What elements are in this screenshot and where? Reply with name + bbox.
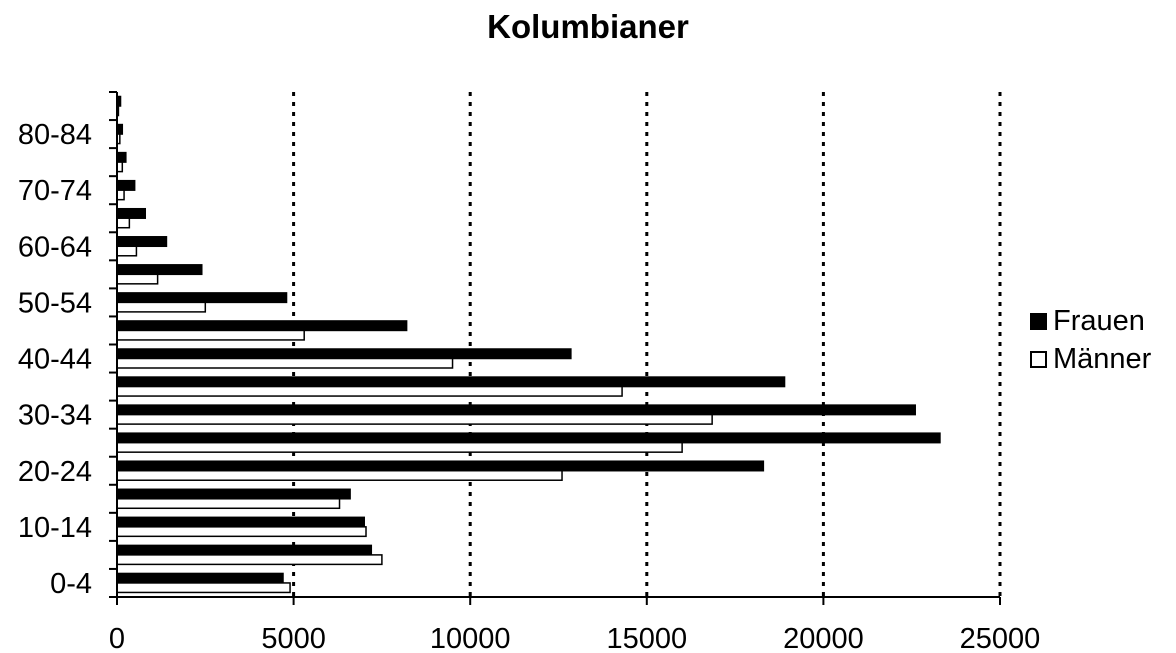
bar-frauen-65-69 xyxy=(116,207,147,219)
bar-maenner-65-69 xyxy=(116,217,131,229)
bar-frauen-10-14 xyxy=(116,516,365,528)
bar-maenner-25-29 xyxy=(116,441,683,453)
bar-maenner-55-59 xyxy=(116,273,159,285)
bar-maenner-60-64 xyxy=(116,245,138,257)
bar-maenner-50-54 xyxy=(116,301,207,313)
x-tick-label-5000: 5000 xyxy=(261,623,326,653)
bar-maenner-35-39 xyxy=(116,385,623,397)
legend: Frauen Männer xyxy=(1030,302,1151,378)
bar-frauen-15-19 xyxy=(116,488,351,500)
bar-maenner-10-14 xyxy=(116,526,367,538)
legend-label-maenner: Männer xyxy=(1053,342,1152,375)
x-tick-label-25000: 25000 xyxy=(960,623,1041,653)
x-tick-labels: 0 5000 10000 15000 20000 25000 xyxy=(109,623,1040,653)
bar-frauen-75-79 xyxy=(116,151,127,163)
bar-maenner-30-34 xyxy=(116,413,713,425)
bar-maenner-5-9 xyxy=(116,554,383,566)
y-tick-label-80-84: 80-84 xyxy=(18,119,92,151)
gridlines xyxy=(292,92,1002,597)
y-tick-label-20-24: 20-24 xyxy=(18,456,92,488)
bar-frauen-40-44 xyxy=(116,348,572,360)
chart-title: Kolumbianer xyxy=(487,8,689,45)
bar-frauen-70-74 xyxy=(116,179,136,191)
bar-frauen-55-59 xyxy=(116,264,203,276)
axes xyxy=(109,91,1001,605)
bar-frauen-20-24 xyxy=(116,460,765,472)
bar-frauen-25-29 xyxy=(116,432,941,444)
bar-maenner-70-74 xyxy=(116,189,125,201)
x-tick-label-20000: 20000 xyxy=(783,623,864,653)
x-tick-label-0: 0 xyxy=(109,623,125,653)
y-tick-label-10-14: 10-14 xyxy=(18,512,92,544)
bar-frauen-60-64 xyxy=(116,236,168,248)
bar-maenner-0-4 xyxy=(116,582,291,594)
x-tick-label-15000: 15000 xyxy=(606,623,687,653)
y-tick-label-60-64: 60-64 xyxy=(18,231,92,263)
bar-frauen-45-49 xyxy=(116,320,408,332)
y-tick-label-0-4: 0-4 xyxy=(50,568,92,600)
y-tick-label-30-34: 30-34 xyxy=(18,400,92,432)
bar-frauen-50-54 xyxy=(116,292,288,304)
bar-frauen-30-34 xyxy=(116,404,916,416)
bar-frauen-0-4 xyxy=(116,572,284,584)
bar-maenner-45-49 xyxy=(116,329,305,341)
bar-frauen-35-39 xyxy=(116,376,786,388)
bar-maenner-15-19 xyxy=(116,498,341,510)
y-tick-labels: 0-4 10-14 20-24 30-34 40-44 50-54 60-64 70-74 80… xyxy=(18,119,92,600)
x-tick-label-10000: 10000 xyxy=(430,623,511,653)
legend-swatch-frauen xyxy=(1030,312,1047,330)
legend-item-maenner: Männer xyxy=(1030,340,1151,378)
y-tick-label-70-74: 70-74 xyxy=(18,175,92,207)
y-tick-label-50-54: 50-54 xyxy=(18,287,92,319)
legend-label-frauen: Frauen xyxy=(1053,304,1145,337)
legend-item-frauen: Frauen xyxy=(1030,302,1151,340)
bar-frauen-5-9 xyxy=(116,544,373,556)
y-tick-label-40-44: 40-44 xyxy=(18,344,92,376)
legend-swatch-maenner xyxy=(1030,350,1047,368)
bar-maenner-20-24 xyxy=(116,469,563,481)
bars xyxy=(116,95,941,594)
bar-maenner-40-44 xyxy=(116,357,454,369)
